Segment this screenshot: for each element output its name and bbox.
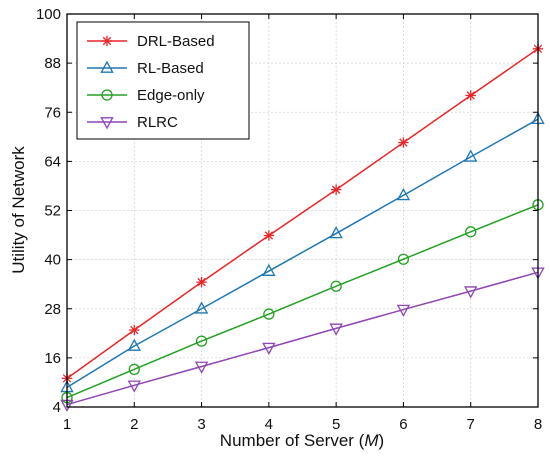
data-point-rl-based	[329, 226, 343, 239]
data-point-drl-based	[398, 137, 409, 148]
data-point-edge-only	[128, 363, 140, 375]
x-tick-label: 6	[399, 416, 407, 433]
y-tick-label: 4	[53, 399, 61, 416]
x-tick-label: 1	[63, 416, 71, 433]
series-line-edge-only	[66, 204, 539, 399]
legend: DRL-Based RL-Based Edge-only RLRC	[76, 21, 250, 140]
data-point-edge-only	[263, 308, 275, 320]
x-tick-label: 5	[332, 416, 340, 433]
x-tick-label: 7	[467, 416, 475, 433]
legend-label-rlrc: RLRC	[137, 114, 178, 131]
data-point-rlrc	[194, 361, 209, 374]
series-line-rl-based	[66, 118, 539, 388]
x-axis-label-variable: M	[364, 431, 379, 450]
y-tick-label: 76	[44, 104, 61, 121]
data-point-drl-based	[330, 184, 342, 195]
legend-item-rl-based: RL-Based	[87, 60, 204, 77]
data-point-rl-based	[262, 263, 276, 276]
data-point-drl-based	[263, 230, 275, 241]
x-axis-ticks: 1 2 3 4 5 6 7 8	[63, 14, 542, 433]
data-point-edge-only	[195, 335, 208, 347]
data-point-rlrc	[396, 304, 411, 317]
y-tick-label: 100	[36, 6, 61, 23]
series-edge-only	[61, 199, 544, 404]
data-point-rlrc	[127, 380, 141, 393]
legend-marker-rlrc	[100, 117, 114, 130]
data-point-rlrc	[262, 342, 276, 355]
y-tick-label: 88	[44, 55, 61, 72]
data-point-rlrc	[464, 286, 478, 299]
series-rlrc	[60, 267, 545, 412]
legend-item-drl-based: DRL-Based	[87, 33, 215, 50]
data-point-edge-only	[397, 253, 410, 265]
legend-item-edge-only: Edge-only	[87, 87, 205, 104]
data-point-edge-only	[330, 280, 342, 292]
y-tick-label: 52	[44, 203, 61, 220]
x-tick-label: 8	[534, 416, 542, 433]
x-axis-label: Number of Server (M)	[220, 431, 384, 450]
data-point-rl-based	[194, 301, 209, 314]
data-point-edge-only	[465, 226, 477, 238]
series-line-rlrc	[66, 271, 539, 406]
legend-label-drl-based: DRL-Based	[137, 33, 215, 50]
y-axis-ticks: 4 16 28 40 52 64 76 88 100	[36, 6, 538, 416]
data-point-rl-based	[464, 149, 478, 162]
data-point-drl-based	[465, 90, 476, 101]
legend-item-rlrc: RLRC	[87, 114, 178, 131]
y-tick-label: 40	[44, 252, 61, 269]
x-tick-label: 4	[265, 416, 273, 433]
legend-label-edge-only: Edge-only	[137, 87, 205, 104]
legend-label-rl-based: RL-Based	[137, 60, 204, 77]
y-tick-label: 64	[44, 153, 61, 170]
series-line-drl-based	[66, 48, 539, 379]
data-point-rl-based	[396, 188, 411, 201]
x-tick-label: 2	[130, 416, 138, 433]
series-rl-based	[60, 111, 545, 393]
y-tick-label: 16	[44, 350, 61, 367]
x-tick-label: 3	[197, 416, 205, 433]
data-point-drl-based	[129, 324, 140, 336]
y-tick-label: 28	[44, 301, 61, 318]
series-layer	[60, 43, 545, 412]
data-point-rl-based	[127, 338, 141, 351]
legend-marker-rl-based	[100, 60, 114, 73]
legend-marker-drl-based	[101, 35, 113, 47]
legend-marker-edge-only	[101, 89, 113, 101]
data-point-drl-based	[196, 276, 207, 288]
data-point-rlrc	[329, 323, 343, 336]
y-axis-label: Utility of Network	[9, 146, 28, 274]
